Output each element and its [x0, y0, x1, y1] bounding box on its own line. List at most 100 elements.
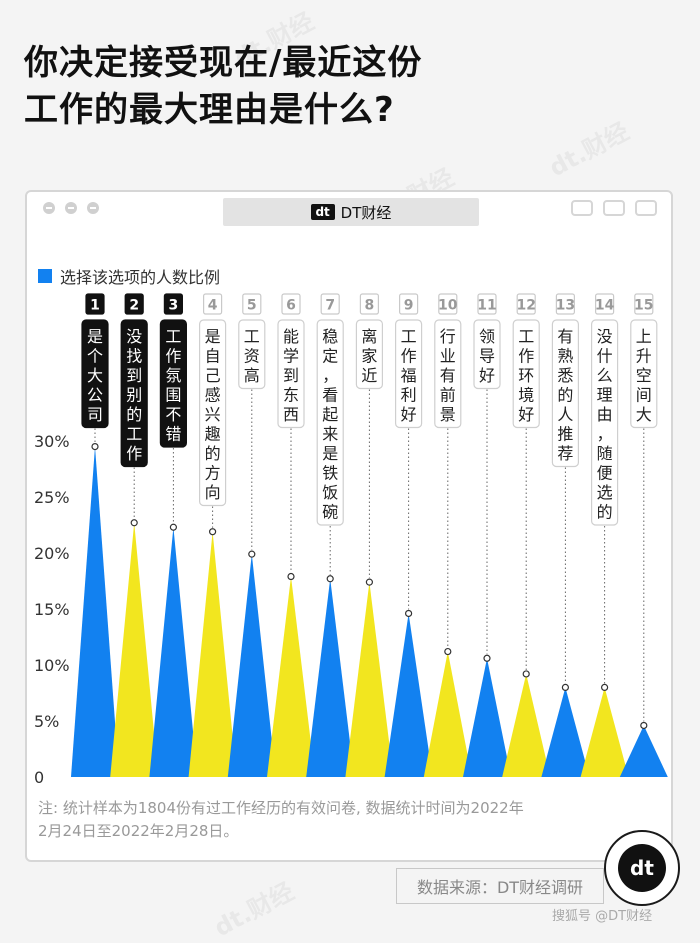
- category-label: 是自己感兴趣的方向: [205, 327, 221, 502]
- rank-badge: [555, 293, 576, 315]
- rank-badge: [359, 293, 379, 315]
- rank-number: 6: [286, 298, 296, 314]
- bar-spike: [71, 446, 119, 777]
- category-label: 工资高: [244, 327, 260, 385]
- category-label-box: [81, 319, 109, 429]
- footnote-line-2: 2月24日至2022年2月28日。: [38, 822, 239, 840]
- footnote-line-1: 注: 统计样本为1804份有过工作经历的有效问卷, 数据统计时间为2022年: [38, 799, 524, 817]
- close-dot-icon[interactable]: [43, 202, 55, 214]
- rank-badge: [438, 293, 458, 315]
- title-line-1: 你决定接受现在/最近这份: [24, 43, 423, 83]
- category-label-box: [630, 319, 658, 429]
- category-label: 工作福利好: [401, 327, 417, 424]
- category-label-box: [316, 319, 344, 526]
- rank-number: 8: [365, 298, 375, 314]
- rank-badge: [399, 293, 419, 315]
- category-label-box: [355, 319, 383, 390]
- rank-badge: [203, 293, 223, 315]
- category-label: 工作环境好: [518, 327, 534, 424]
- rank-badge: [242, 293, 262, 315]
- legend-swatch: [38, 269, 52, 283]
- bar-spike: [580, 687, 629, 777]
- data-point: [522, 670, 530, 678]
- data-point: [169, 523, 177, 531]
- category-label: 是个大公司: [87, 327, 103, 424]
- category-label-box: [434, 319, 462, 429]
- title-line-2: 工作的最大理由是什么?: [24, 90, 395, 130]
- legend-label: 选择该选项的人数比例: [60, 268, 221, 287]
- data-point: [287, 572, 295, 581]
- rank-number: 3: [169, 298, 179, 314]
- y-tick-label: 30%: [34, 432, 70, 451]
- rank-number: 1: [90, 298, 100, 314]
- category-label: 稳定，看起来是铁饭碗: [322, 327, 338, 522]
- dt-logo-icon: dt: [310, 204, 335, 220]
- rank-badge: [320, 293, 340, 315]
- rank-badge: [85, 293, 105, 315]
- bar-spike: [345, 582, 394, 777]
- bar-spike: [541, 687, 590, 777]
- y-tick-label: 20%: [34, 544, 70, 563]
- y-tick-label: 15%: [34, 600, 70, 619]
- y-tick-label: 5%: [34, 712, 59, 731]
- rank-number: 11: [477, 298, 496, 314]
- category-label: 有熟悉的人推荐: [557, 327, 573, 463]
- rank-number: 2: [129, 298, 139, 314]
- rank-number: 10: [438, 298, 458, 314]
- rank-badge: [594, 293, 615, 315]
- category-label: 工作氛围不错: [165, 327, 181, 444]
- bar-spike: [110, 522, 159, 777]
- record-icon[interactable]: [571, 200, 593, 216]
- rank-number: 13: [556, 298, 575, 314]
- data-point: [600, 683, 609, 692]
- rank-number: 4: [208, 298, 218, 314]
- rank-number: 12: [516, 298, 535, 314]
- data-point: [365, 578, 373, 586]
- category-label-box: [590, 319, 619, 526]
- category-label: 离家近: [361, 327, 377, 385]
- bar-spike: [423, 651, 472, 777]
- category-label-box: [395, 319, 423, 429]
- y-tick-label: 25%: [34, 488, 70, 507]
- data-point: [483, 654, 491, 662]
- category-label-box: [512, 319, 540, 429]
- data-point: [326, 575, 334, 583]
- category-label: 领导好: [479, 327, 495, 385]
- share-icon[interactable]: [603, 200, 625, 216]
- data-point: [91, 443, 99, 451]
- bar-spike: [463, 658, 511, 777]
- data-point: [248, 550, 256, 558]
- bar-spike: [188, 531, 237, 777]
- bar-spike: [502, 673, 551, 777]
- bar-spike: [227, 554, 276, 777]
- y-tick-label: 0: [34, 768, 44, 787]
- data-point: [640, 721, 648, 730]
- minimize-dot-icon[interactable]: [65, 202, 77, 214]
- copy-icon[interactable]: [635, 200, 657, 216]
- bar-spike: [619, 725, 668, 777]
- category-label-box: [551, 319, 580, 468]
- category-label: 行业有前景: [440, 327, 456, 424]
- category-label: 没什么理由，随便选的: [597, 327, 613, 522]
- category-label-box: [120, 319, 148, 468]
- bar-spike: [384, 613, 433, 777]
- rank-number: 9: [404, 298, 414, 314]
- rank-badge: [634, 293, 654, 315]
- category-label-box: [199, 319, 227, 507]
- y-tick-label: 10%: [34, 656, 70, 675]
- maximize-dot-icon[interactable]: [87, 202, 99, 214]
- bar-spike: [306, 578, 355, 777]
- rank-number: 15: [634, 298, 653, 314]
- data-point: [561, 683, 570, 692]
- data-point: [130, 519, 138, 527]
- data-point: [405, 609, 413, 618]
- dt-badge-logo-icon: dt: [618, 844, 666, 892]
- bar-spike: [149, 527, 198, 777]
- category-label: 没找到别的工作: [126, 327, 142, 463]
- data-point: [209, 528, 217, 536]
- page-title: 你决定接受现在/最近这份 工作的最大理由是什么?: [24, 40, 664, 134]
- rank-badge: [163, 293, 183, 315]
- data-point: [444, 647, 452, 656]
- category-label: 能学到东西: [283, 327, 299, 424]
- category-label: 上升空间大: [636, 327, 652, 424]
